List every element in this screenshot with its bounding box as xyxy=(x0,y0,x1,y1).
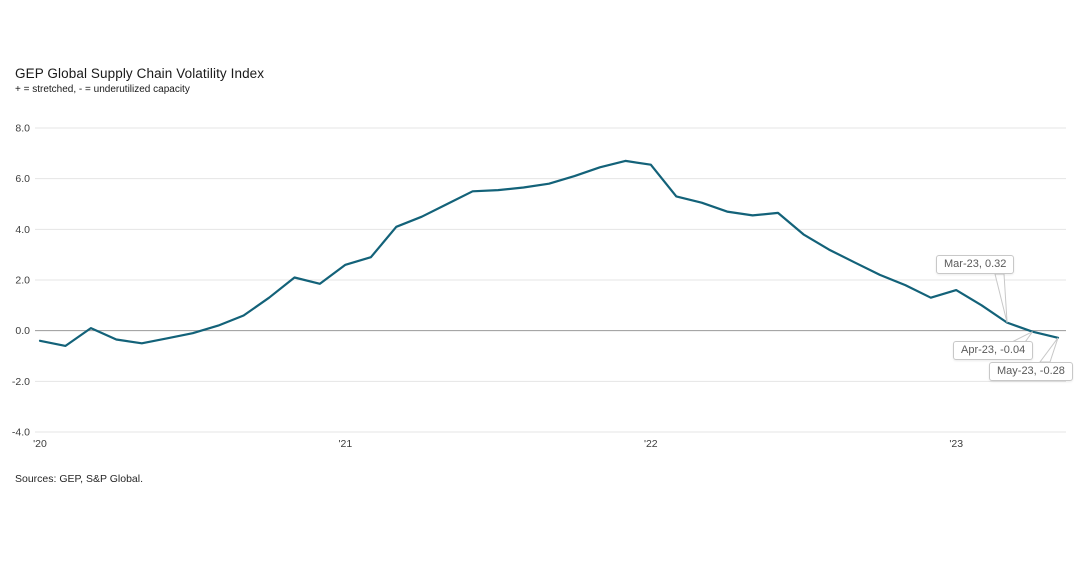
title-block: GEP Global Supply Chain Volatility Index… xyxy=(15,66,264,95)
y-axis-tick-label: -4.0 xyxy=(12,427,30,439)
callout-pointer xyxy=(1039,337,1059,363)
y-axis-tick-label: -2.0 xyxy=(12,376,30,388)
x-axis-tick-label: '21 xyxy=(339,438,353,450)
y-axis-tick-label: 0.0 xyxy=(15,325,30,337)
y-axis-tick-label: 8.0 xyxy=(15,123,30,135)
x-axis-tick-label: '20 xyxy=(33,438,47,450)
chart-subtitle: + = stretched, - = underutilized capacit… xyxy=(15,84,190,95)
y-axis-tick-label: 2.0 xyxy=(15,275,30,287)
annotation-may23: May-23, -0.28 xyxy=(989,362,1073,381)
chart-title: GEP Global Supply Chain Volatility Index xyxy=(15,66,265,81)
annotation-mar23: Mar-23, 0.32 xyxy=(936,255,1015,274)
y-axis-tick-label: 6.0 xyxy=(15,173,30,185)
annotation-apr23: Apr-23, -0.04 xyxy=(953,341,1034,360)
x-axis-tick-label: '22 xyxy=(644,438,658,450)
y-axis-tick-label: 4.0 xyxy=(15,224,30,236)
x-axis-tick-label: '23 xyxy=(949,438,963,450)
volatility-index-line xyxy=(38,159,1060,347)
source-note: Sources: GEP, S&P Global. xyxy=(15,473,144,485)
callout-pointer xyxy=(994,273,1008,323)
